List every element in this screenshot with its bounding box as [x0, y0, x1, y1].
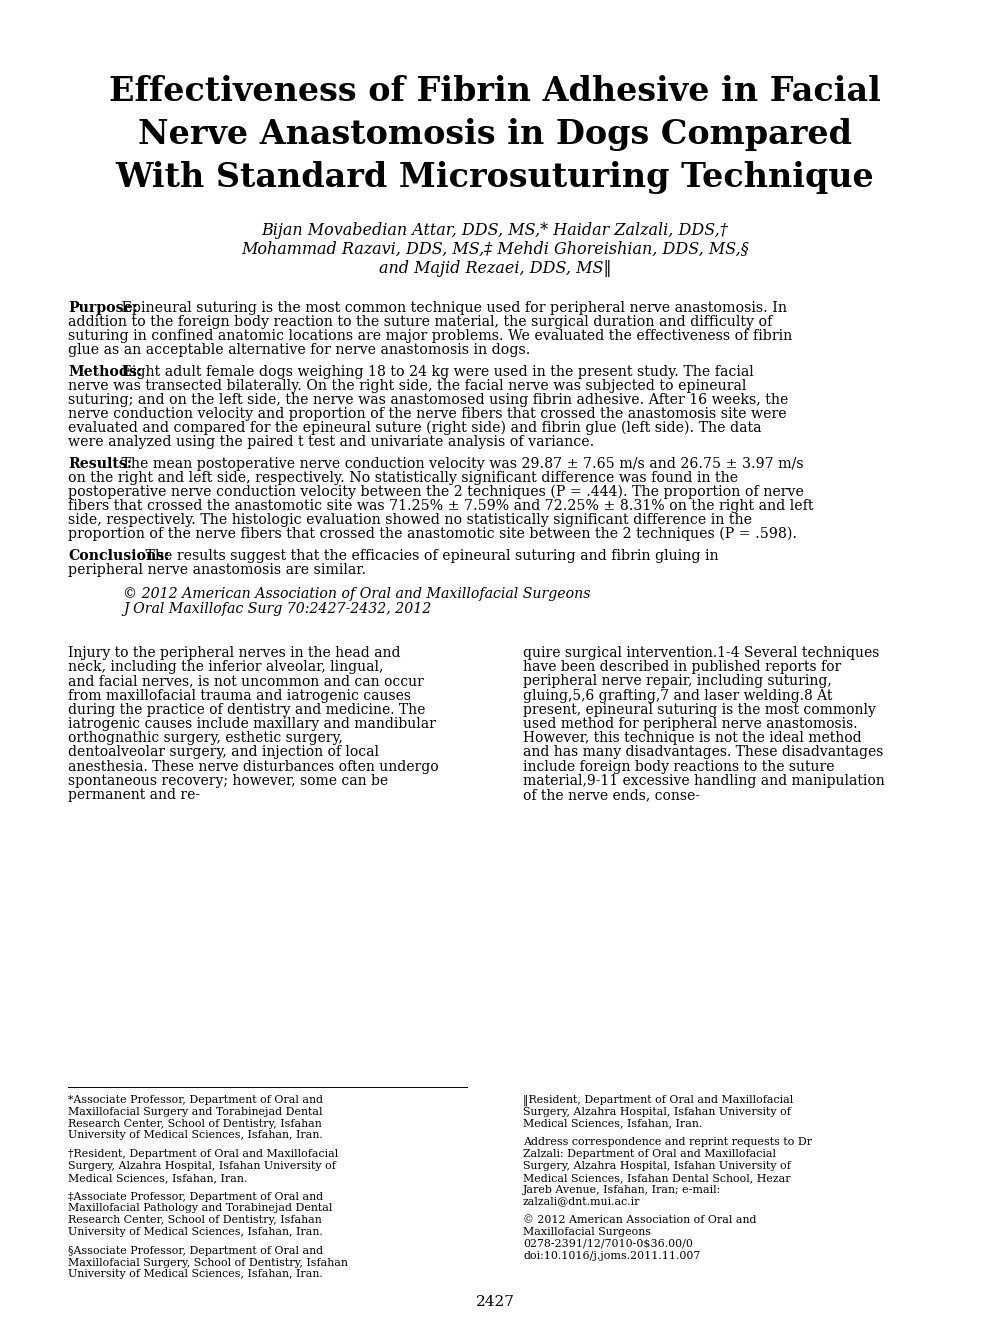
Text: Epineural suturing is the most common technique used for peripheral nerve anasto: Epineural suturing is the most common te… — [117, 301, 786, 315]
Text: and facial nerves, is not uncommon and can occur: and facial nerves, is not uncommon and c… — [68, 675, 424, 689]
Text: The mean postoperative nerve conduction velocity was 29.87 ± 7.65 m/s and 26.75 : The mean postoperative nerve conduction … — [117, 457, 803, 471]
Text: Surgery, Alzahra Hospital, Isfahan University of: Surgery, Alzahra Hospital, Isfahan Unive… — [68, 1162, 336, 1171]
Text: Maxillofacial Surgery and Torabinejad Dental: Maxillofacial Surgery and Torabinejad De… — [68, 1106, 323, 1117]
Text: Surgery, Alzahra Hospital, Isfahan University of: Surgery, Alzahra Hospital, Isfahan Unive… — [523, 1106, 791, 1117]
Text: J Oral Maxillofac Surg 70:2427-2432, 2012: J Oral Maxillofac Surg 70:2427-2432, 201… — [123, 602, 432, 616]
Text: Conclusions:: Conclusions: — [68, 549, 169, 564]
Text: Address correspondence and reprint requests to Dr: Address correspondence and reprint reque… — [523, 1138, 812, 1147]
Text: Purpose:: Purpose: — [68, 301, 138, 315]
Text: neck, including the inferior alveolar, lingual,: neck, including the inferior alveolar, l… — [68, 660, 383, 675]
Text: Effectiveness of Fibrin Adhesive in Facial: Effectiveness of Fibrin Adhesive in Faci… — [109, 75, 881, 108]
Text: Medical Sciences, Isfahan Dental School, Hezar: Medical Sciences, Isfahan Dental School,… — [523, 1172, 791, 1183]
Text: Medical Sciences, Isfahan, Iran.: Medical Sciences, Isfahan, Iran. — [68, 1172, 248, 1183]
Text: peripheral nerve repair, including suturing,: peripheral nerve repair, including sutur… — [523, 675, 832, 689]
Text: used method for peripheral nerve anastomosis.: used method for peripheral nerve anastom… — [523, 717, 857, 731]
Text: quire surgical intervention.1-4 Several techniques: quire surgical intervention.1-4 Several … — [523, 645, 879, 660]
Text: present, epineural suturing is the most commonly: present, epineural suturing is the most … — [523, 702, 876, 717]
Text: dentoalveolar surgery, and injection of local: dentoalveolar surgery, and injection of … — [68, 746, 379, 759]
Text: Maxillofacial Surgeons: Maxillofacial Surgeons — [523, 1228, 651, 1237]
Text: and has many disadvantages. These disadvantages: and has many disadvantages. These disadv… — [523, 746, 883, 759]
Text: *Associate Professor, Department of Oral and: *Associate Professor, Department of Oral… — [68, 1096, 323, 1105]
Text: University of Medical Sciences, Isfahan, Iran.: University of Medical Sciences, Isfahan,… — [68, 1130, 323, 1140]
Text: evaluated and compared for the epineural suture (right side) and fibrin glue (le: evaluated and compared for the epineural… — [68, 421, 761, 436]
Text: were analyzed using the paired t test and univariate analysis of variance.: were analyzed using the paired t test an… — [68, 436, 594, 449]
Text: Research Center, School of Dentistry, Isfahan: Research Center, School of Dentistry, Is… — [68, 1118, 322, 1129]
Text: nerve was transected bilaterally. On the right side, the facial nerve was subjec: nerve was transected bilaterally. On the… — [68, 379, 746, 393]
Text: Zalzali: Department of Oral and Maxillofacial: Zalzali: Department of Oral and Maxillof… — [523, 1150, 776, 1159]
Text: from maxillofacial trauma and iatrogenic causes: from maxillofacial trauma and iatrogenic… — [68, 689, 411, 702]
Text: suturing; and on the left side, the nerve was anastomosed using fibrin adhesive.: suturing; and on the left side, the nerv… — [68, 393, 788, 407]
Text: proportion of the nerve fibers that crossed the anastomotic site between the 2 t: proportion of the nerve fibers that cros… — [68, 527, 797, 541]
Text: side, respectively. The histologic evaluation showed no statistically significan: side, respectively. The histologic evalu… — [68, 513, 752, 527]
Text: University of Medical Sciences, Isfahan, Iran.: University of Medical Sciences, Isfahan,… — [68, 1228, 323, 1237]
Text: ‡Associate Professor, Department of Oral and: ‡Associate Professor, Department of Oral… — [68, 1192, 323, 1201]
Text: Nerve Anastomosis in Dogs Compared: Nerve Anastomosis in Dogs Compared — [138, 117, 852, 150]
Text: and Majid Rezaei, DDS, MS‖: and Majid Rezaei, DDS, MS‖ — [379, 260, 611, 277]
Text: 0278-2391/12/7010-0$36.00/0: 0278-2391/12/7010-0$36.00/0 — [523, 1238, 693, 1249]
Text: anesthesia. These nerve disturbances often undergo: anesthesia. These nerve disturbances oft… — [68, 759, 439, 774]
Text: nerve conduction velocity and proportion of the nerve fibers that crossed the an: nerve conduction velocity and proportion… — [68, 407, 787, 421]
Text: have been described in published reports for: have been described in published reports… — [523, 660, 842, 675]
Text: of the nerve ends, conse-: of the nerve ends, conse- — [523, 788, 700, 803]
Text: Results:: Results: — [68, 457, 132, 471]
Text: doi:10.1016/j.joms.2011.11.007: doi:10.1016/j.joms.2011.11.007 — [523, 1250, 700, 1261]
Text: on the right and left side, respectively. No statistically significant differenc: on the right and left side, respectively… — [68, 471, 739, 484]
Text: Research Center, School of Dentistry, Isfahan: Research Center, School of Dentistry, Is… — [68, 1216, 322, 1225]
Text: fibers that crossed the anastomotic site was 71.25% ± 7.59% and 72.25% ± 8.31% o: fibers that crossed the anastomotic site… — [68, 499, 814, 513]
Text: Injury to the peripheral nerves in the head and: Injury to the peripheral nerves in the h… — [68, 645, 401, 660]
Text: However, this technique is not the ideal method: However, this technique is not the ideal… — [523, 731, 861, 746]
Text: peripheral nerve anastomosis are similar.: peripheral nerve anastomosis are similar… — [68, 564, 366, 577]
Text: Medical Sciences, Isfahan, Iran.: Medical Sciences, Isfahan, Iran. — [523, 1118, 702, 1129]
Text: include foreign body reactions to the suture: include foreign body reactions to the su… — [523, 759, 835, 774]
Text: ‖Resident, Department of Oral and Maxillofacial: ‖Resident, Department of Oral and Maxill… — [523, 1096, 793, 1106]
Text: spontaneous recovery; however, some can be: spontaneous recovery; however, some can … — [68, 774, 388, 788]
Text: University of Medical Sciences, Isfahan, Iran.: University of Medical Sciences, Isfahan,… — [68, 1270, 323, 1279]
Text: zalzali@dnt.mui.ac.ir: zalzali@dnt.mui.ac.ir — [523, 1196, 641, 1206]
Text: addition to the foreign body reaction to the suture material, the surgical durat: addition to the foreign body reaction to… — [68, 315, 772, 329]
Text: permanent and re-: permanent and re- — [68, 788, 200, 803]
Text: © 2012 American Association of Oral and Maxillofacial Surgeons: © 2012 American Association of Oral and … — [123, 587, 590, 601]
Text: glue as an acceptable alternative for nerve anastomosis in dogs.: glue as an acceptable alternative for ne… — [68, 343, 531, 356]
Text: †Resident, Department of Oral and Maxillofacial: †Resident, Department of Oral and Maxill… — [68, 1150, 339, 1159]
Text: The results suggest that the efficacies of epineural suturing and fibrin gluing : The results suggest that the efficacies … — [141, 549, 719, 564]
Text: Methods:: Methods: — [68, 366, 142, 379]
Text: orthognathic surgery, esthetic surgery,: orthognathic surgery, esthetic surgery, — [68, 731, 343, 746]
Text: Eight adult female dogs weighing 18 to 24 kg were used in the present study. The: Eight adult female dogs weighing 18 to 2… — [117, 366, 753, 379]
Text: during the practice of dentistry and medicine. The: during the practice of dentistry and med… — [68, 702, 426, 717]
Text: iatrogenic causes include maxillary and mandibular: iatrogenic causes include maxillary and … — [68, 717, 436, 731]
Text: postoperative nerve conduction velocity between the 2 techniques (P = .444). The: postoperative nerve conduction velocity … — [68, 484, 804, 499]
Text: Maxillofacial Surgery, School of Dentistry, Isfahan: Maxillofacial Surgery, School of Dentist… — [68, 1258, 347, 1267]
Text: Mohammad Razavi, DDS, MS,‡ Mehdi Ghoreishian, DDS, MS,§: Mohammad Razavi, DDS, MS,‡ Mehdi Ghoreis… — [242, 242, 748, 257]
Text: © 2012 American Association of Oral and: © 2012 American Association of Oral and — [523, 1216, 756, 1225]
Text: suturing in confined anatomic locations are major problems. We evaluated the eff: suturing in confined anatomic locations … — [68, 329, 792, 343]
Text: Jareb Avenue, Isfahan, Iran; e-mail:: Jareb Avenue, Isfahan, Iran; e-mail: — [523, 1184, 722, 1195]
Text: §Associate Professor, Department of Oral and: §Associate Professor, Department of Oral… — [68, 1246, 323, 1255]
Text: gluing,5,6 grafting,7 and laser welding.8 At: gluing,5,6 grafting,7 and laser welding.… — [523, 689, 833, 702]
Text: Surgery, Alzahra Hospital, Isfahan University of: Surgery, Alzahra Hospital, Isfahan Unive… — [523, 1162, 791, 1171]
Text: Maxillofacial Pathology and Torabinejad Dental: Maxillofacial Pathology and Torabinejad … — [68, 1204, 333, 1213]
Text: material,9-11 excessive handling and manipulation: material,9-11 excessive handling and man… — [523, 774, 885, 788]
Text: Bijan Movabedian Attar, DDS, MS,* Haidar Zalzali, DDS,†: Bijan Movabedian Attar, DDS, MS,* Haidar… — [261, 222, 729, 239]
Text: With Standard Microsuturing Technique: With Standard Microsuturing Technique — [116, 161, 874, 194]
Text: 2427: 2427 — [475, 1295, 515, 1309]
